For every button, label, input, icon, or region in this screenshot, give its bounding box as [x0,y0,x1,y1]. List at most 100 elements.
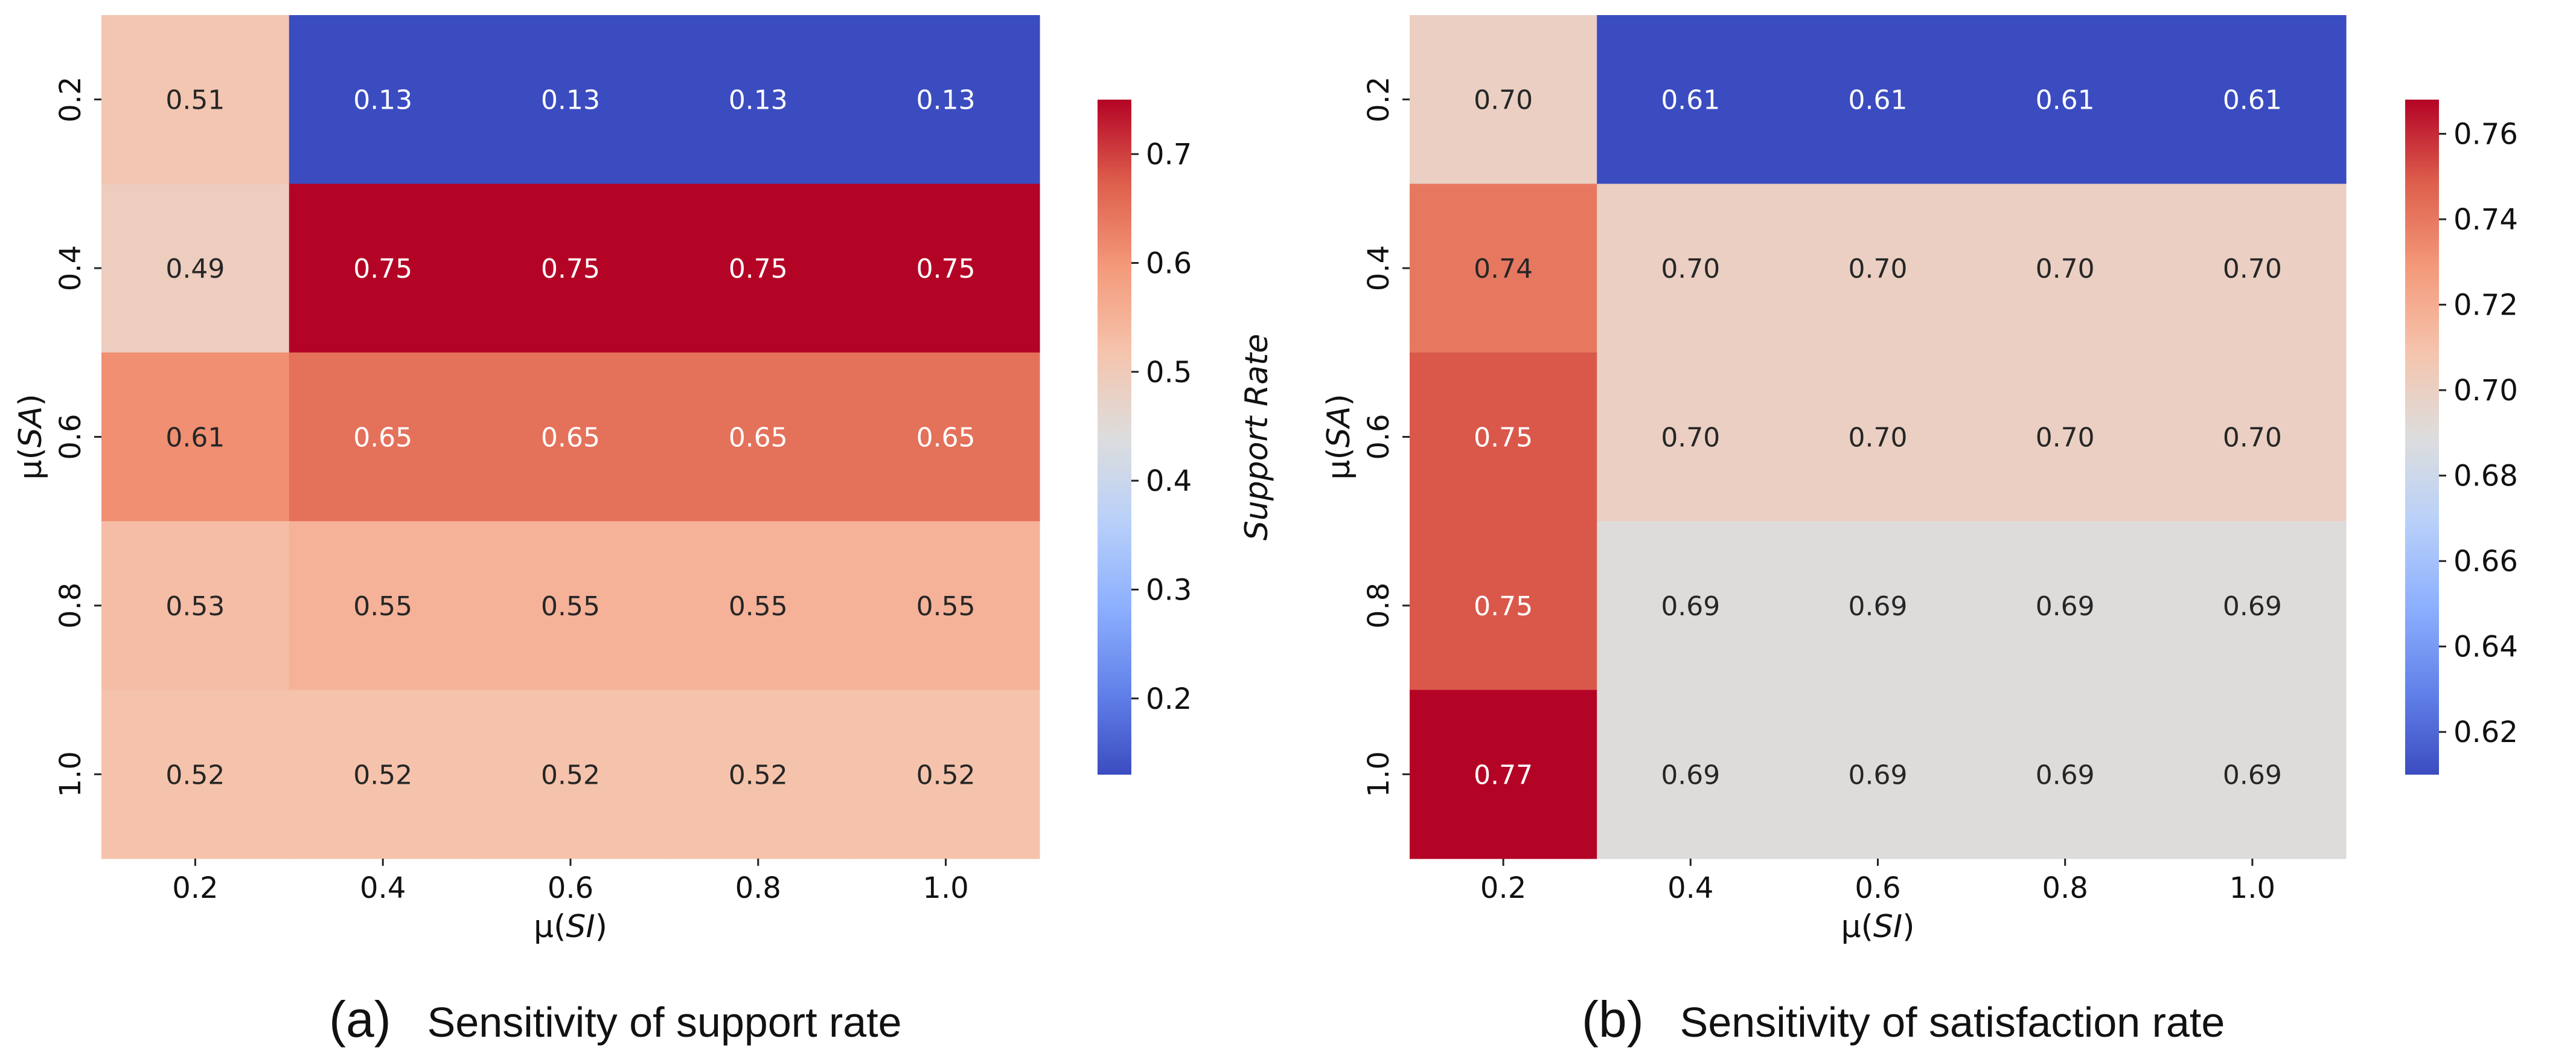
cell-value-label: 0.55 [729,591,788,622]
cell-value-label: 0.13 [916,85,976,116]
heatmap-cell-r1-c2 [1784,184,1972,353]
cell-value-label: 0.65 [916,423,976,453]
caption-a-label: (a) [329,991,391,1048]
x-tick-label: 0.8 [2042,871,2088,905]
colorbar-tick-label: 0.68 [2453,459,2518,493]
cell-value-label: 0.70 [2036,423,2095,453]
y-tick-label: 1.0 [54,751,88,797]
y-tick-label: 0.4 [1362,245,1396,291]
x-tick-label: 0.6 [1855,871,1900,905]
y-tick-label: 0.8 [1362,583,1396,629]
colorbar-tick-label: 0.3 [1146,573,1192,607]
x-axis-label: μ(SI) [1841,909,1914,945]
colorbar-tick-label: 0.6 [1146,246,1192,280]
cell-value-label: 0.70 [2223,423,2282,453]
heatmap-cell-r2-c4 [852,352,1040,522]
cell-value-label: 0.70 [2223,254,2282,284]
heatmap-cell-r1-c1 [289,184,478,353]
heatmap-cell-r4-c4 [2158,690,2347,859]
heatmap-cell-r1-c1 [1597,184,1785,353]
colorbar-tick-label: 0.5 [1146,356,1192,389]
y-axis-label: μ(SA) [13,394,49,479]
y-tick-label: 0.2 [54,77,88,123]
cell-value-label: 0.61 [165,423,225,453]
colorbar-tick-label: 0.2 [1146,682,1192,716]
heatmap-cell-r2-c0 [101,352,290,522]
heatmap-cell-r0-c3 [664,15,852,184]
x-tick-label: 1.0 [922,871,968,905]
y-tick-label: 0.8 [54,583,88,629]
colorbar-tick-label: 0.7 [1146,138,1192,171]
colorbar-tick-label: 0.62 [2453,715,2518,749]
cell-value-label: 0.51 [165,85,225,116]
cell-value-label: 0.75 [729,254,788,284]
cell-value-label: 0.69 [1661,760,1720,790]
cell-value-label: 0.69 [2036,760,2095,790]
heatmap-cell-r0-c1 [289,15,478,184]
cell-value-label: 0.69 [1849,591,1908,622]
cell-value-label: 0.74 [1474,254,1533,284]
heatmap-cell-r0-c2 [1784,15,1972,184]
cell-value-label: 0.49 [165,254,225,284]
cell-value-label: 0.75 [353,254,412,284]
colorbar [1098,100,1131,775]
heatmap-cell-r1-c3 [1971,184,2159,353]
cell-value-label: 0.61 [2036,85,2095,116]
heatmap-cell-r4-c1 [289,690,478,859]
heatmap-cell-r4-c1 [1597,690,1785,859]
cell-value-label: 0.53 [165,591,225,622]
heatmap-cell-r2-c3 [1971,352,2159,522]
heatmap-cell-r1-c0 [101,184,290,353]
cell-value-label: 0.55 [916,591,976,622]
heatmap-cell-r0-c1 [1597,15,1785,184]
heatmap-cell-r3-c3 [1971,521,2159,691]
heatmap-cell-r3-c4 [852,521,1040,691]
cell-value-label: 0.70 [2036,254,2095,284]
cell-value-label: 0.52 [541,760,600,790]
heatmap-cell-r2-c1 [289,352,478,522]
y-tick-label: 1.0 [1362,751,1396,797]
heatmap-cell-r0-c4 [2158,15,2347,184]
cell-value-label: 0.70 [1661,254,1720,284]
colorbar [2405,100,2439,775]
x-tick-label: 1.0 [2229,871,2275,905]
heatmap-cell-r3-c4 [2158,521,2347,691]
heatmap-cell-r3-c2 [1784,521,1972,691]
heatmap-cell-r1-c3 [664,184,852,353]
y-tick-label: 0.6 [1362,414,1396,459]
cell-value-label: 0.13 [541,85,600,116]
cell-value-label: 0.75 [1474,591,1533,622]
cell-value-label: 0.75 [916,254,976,284]
cell-value-label: 0.55 [353,591,412,622]
heatmap-cell-r4-c2 [1784,690,1972,859]
heatmap-cell-r1-c2 [476,184,665,353]
x-tick-label: 0.2 [172,871,218,905]
heatmap-cell-r4-c4 [852,690,1040,859]
y-tick-label: 0.2 [1362,77,1396,123]
heatmap-cell-r1-c0 [1410,184,1597,353]
heatmap-cell-r1-c4 [852,184,1040,353]
caption-a-text: Sensitivity of support rate [427,999,902,1046]
y-axis-label: μ(SA) [1321,394,1357,479]
heatmap-cell-r2-c2 [476,352,665,522]
cell-value-label: 0.69 [2223,591,2282,622]
colorbar-tick-label: 0.64 [2453,630,2518,664]
y-tick-label: 0.4 [54,245,88,291]
heatmap-cell-r4-c3 [664,690,852,859]
colorbar-tick-label: 0.76 [2453,118,2518,152]
cell-value-label: 0.52 [729,760,788,790]
x-tick-label: 0.4 [1667,871,1713,905]
cell-value-label: 0.61 [2223,85,2282,116]
heatmap-cell-r3-c1 [289,521,478,691]
x-tick-label: 0.4 [360,871,406,905]
heatmap-cell-r0-c2 [476,15,665,184]
heatmap-cell-r0-c0 [1410,15,1597,184]
cell-value-label: 0.70 [1849,254,1908,284]
heatmap-cell-r3-c1 [1597,521,1785,691]
cell-value-label: 0.61 [1849,85,1908,116]
colorbar-tick-label: 0.4 [1146,464,1192,498]
heatmap-cell-r2-c3 [664,352,852,522]
heatmap-cell-r0-c4 [852,15,1040,184]
cell-value-label: 0.70 [1474,85,1533,116]
